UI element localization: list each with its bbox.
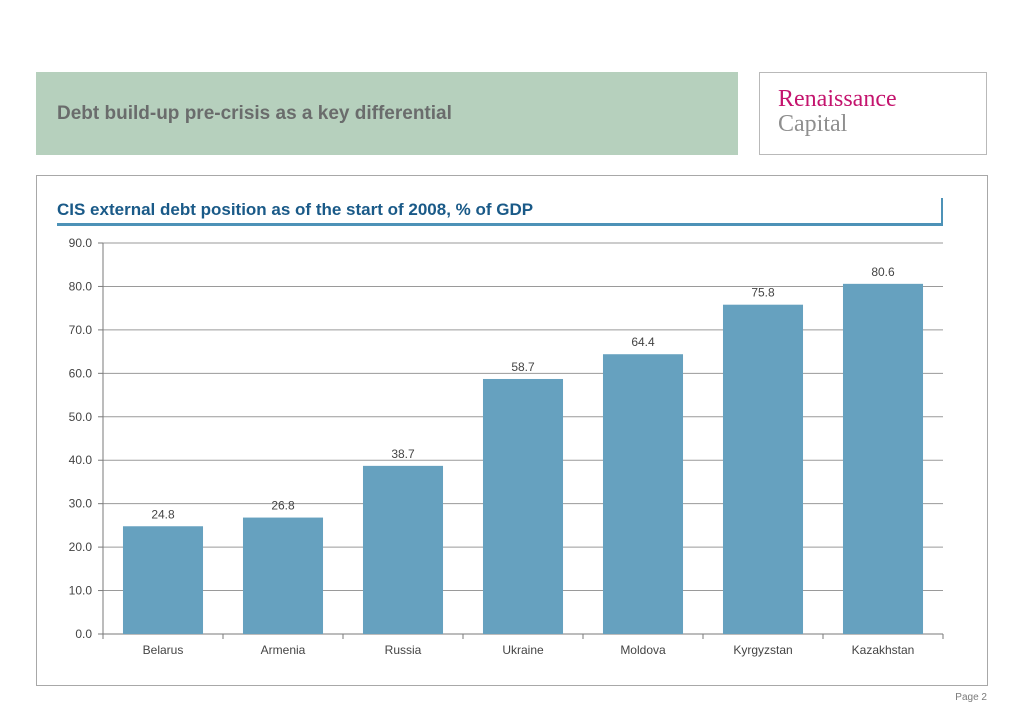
chart-title: CIS external debt position as of the sta… (57, 200, 534, 219)
y-tick-label: 80.0 (69, 279, 93, 293)
y-tick-label: 0.0 (75, 627, 92, 641)
y-tick-label: 50.0 (69, 410, 93, 424)
page-number: Page 2 (955, 692, 987, 703)
header-band: Debt build-up pre-crisis as a key differ… (36, 72, 738, 155)
y-tick-label: 40.0 (69, 453, 93, 467)
bar-russia (362, 465, 444, 634)
x-tick-label: Armenia (261, 643, 306, 657)
page-title: Debt build-up pre-crisis as a key differ… (57, 103, 452, 124)
bar-ukraine (482, 378, 564, 634)
x-tick-label: Ukraine (502, 643, 544, 657)
x-tick-label: Kazakhstan (852, 643, 915, 657)
y-tick-label: 20.0 (69, 540, 93, 554)
y-tick-label: 60.0 (69, 366, 93, 380)
x-tick-label: Belarus (143, 643, 184, 657)
bar-belarus (122, 526, 204, 634)
x-tick-label: Moldova (620, 643, 666, 657)
bar-value-label: 75.8 (751, 286, 775, 300)
chart-title-rule-end (941, 198, 943, 226)
y-tick-label: 10.0 (69, 584, 93, 598)
x-tick-label: Kyrgyzstan (733, 643, 792, 657)
bar-moldova (602, 354, 684, 634)
bar-value-label: 38.7 (391, 447, 415, 461)
chart-title-underline (57, 223, 943, 226)
bar-value-label: 64.4 (631, 335, 655, 349)
y-tick-label: 90.0 (69, 236, 93, 250)
y-tick-label: 70.0 (69, 323, 93, 337)
company-logo: Renaissance Capital (759, 72, 987, 155)
y-tick-label: 30.0 (69, 497, 93, 511)
bar-armenia (242, 517, 324, 634)
bar-value-label: 58.7 (511, 360, 535, 374)
logo-wordmark-line1: Renaissance (778, 86, 897, 112)
bar-chart: 0.0 10.0 20.0 30.0 40.0 50.0 60.0 70.0 80.0 90.0 2… (69, 236, 944, 657)
bar-kyrgyzstan (722, 304, 804, 634)
bar-value-label: 26.8 (271, 499, 295, 513)
logo-wordmark-line2: Capital (778, 111, 848, 137)
x-tick-label: Russia (385, 643, 422, 657)
bar-value-label: 24.8 (151, 507, 175, 521)
bar-value-label: 80.6 (871, 265, 895, 279)
chart-panel: CIS external debt position as of the sta… (36, 175, 988, 686)
bar-kazakhstan (842, 283, 924, 634)
